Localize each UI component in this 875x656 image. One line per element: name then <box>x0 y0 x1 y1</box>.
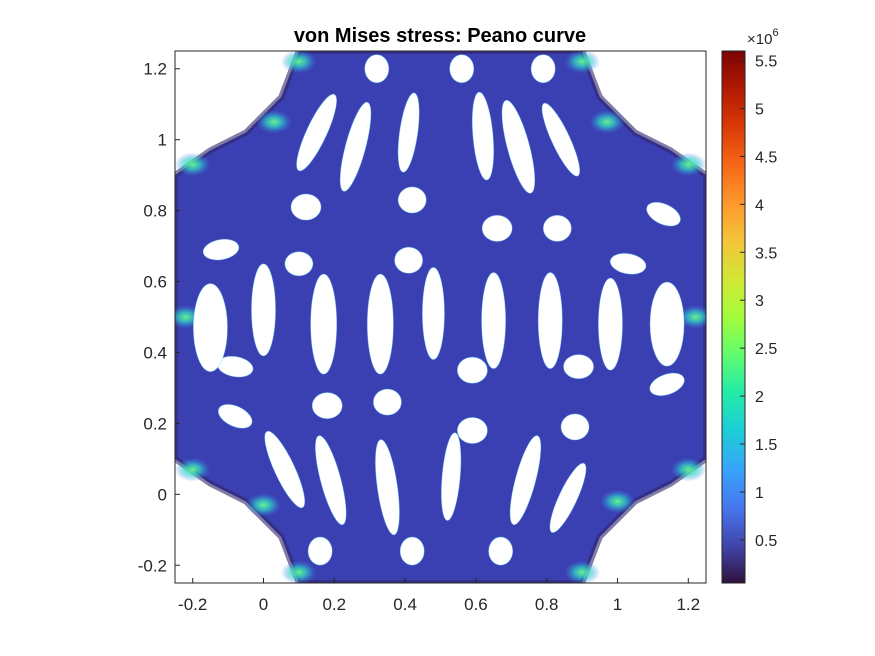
hole <box>311 392 343 420</box>
colorbar-exponent: ×106 <box>747 27 779 48</box>
hole <box>397 92 420 173</box>
x-axis: -0.2 0 0.2 0.4 0.6 0.8 1 1.2 <box>178 578 700 614</box>
y-tick-label: 1.2 <box>143 60 167 79</box>
stress-hotspot <box>670 457 706 482</box>
colorbar-exponent-power: 6 <box>772 27 778 39</box>
hole <box>646 201 681 227</box>
hole <box>649 372 685 397</box>
hole <box>251 263 276 357</box>
y-tick-label: 0.6 <box>143 273 167 292</box>
colorbar-tick-label: 5.5 <box>755 54 777 71</box>
colorbar-tick-label: 1 <box>755 485 764 502</box>
chart-title: von Mises stress: Peano curve <box>294 25 586 47</box>
x-tick-label: 0.2 <box>322 595 346 614</box>
colorbar-exponent-base: ×10 <box>747 31 772 48</box>
hole <box>598 277 623 371</box>
hole <box>397 186 427 214</box>
x-tick-label: 1.2 <box>676 595 700 614</box>
hole <box>375 439 400 536</box>
colorbar-tick-label: 1.5 <box>755 437 777 454</box>
hole <box>563 354 594 380</box>
hole <box>440 432 462 521</box>
hole <box>481 214 513 242</box>
hole <box>217 404 253 429</box>
hole <box>264 430 306 509</box>
hole <box>315 435 347 526</box>
axes-frame <box>174 50 707 584</box>
hole <box>364 54 390 84</box>
colorbar-tick-label: 3.5 <box>755 245 777 262</box>
x-tick-label: 0 <box>259 595 268 614</box>
hole <box>481 272 507 369</box>
hole <box>284 251 314 277</box>
y-tick-label: 0 <box>158 485 167 504</box>
stress-hotspot <box>564 51 601 74</box>
hole <box>290 193 322 221</box>
stress-hotspot <box>256 109 293 134</box>
hole <box>339 101 372 192</box>
colorbar-tick-label: 3 <box>755 293 764 310</box>
colorbar-tick-label: 4 <box>755 197 764 214</box>
hole <box>202 238 240 261</box>
hole <box>471 91 495 181</box>
stress-hotspot <box>175 457 211 482</box>
y-tick-label: 0.2 <box>143 414 167 433</box>
y-axis: -0.2 0 0.2 0.4 0.6 0.8 1 1.2 <box>138 60 180 575</box>
stress-hotspot <box>245 492 282 517</box>
hole <box>399 536 425 566</box>
y-tick-label: 0.8 <box>143 202 167 221</box>
hole <box>542 214 572 242</box>
stress-hotspot <box>280 560 317 583</box>
stress-hotspots <box>175 51 706 583</box>
stress-hotspot <box>564 560 601 583</box>
colorbar-gradient <box>721 50 746 584</box>
y-tick-label: 1 <box>158 131 167 150</box>
hole <box>649 281 685 367</box>
stress-hotspot <box>599 489 636 514</box>
x-tick-label: -0.2 <box>178 595 207 614</box>
hole <box>541 102 581 177</box>
hole <box>509 435 542 526</box>
stress-hotspot <box>280 51 317 74</box>
x-tick-label: 0.4 <box>393 595 417 614</box>
colorbar-tick-label: 0.5 <box>755 533 777 550</box>
stress-hotspot <box>677 305 706 329</box>
hole <box>560 413 590 441</box>
x-tick-label: 1 <box>613 595 622 614</box>
hole <box>296 93 337 172</box>
hole <box>456 417 488 444</box>
colorbar-tick-label: 2.5 <box>755 341 777 358</box>
colorbar-tick-label: 5 <box>755 102 764 119</box>
x-tick-label: 0.8 <box>535 595 559 614</box>
hole <box>307 536 333 566</box>
colorbar-tick-label: 4.5 <box>755 149 777 166</box>
hole <box>422 267 445 360</box>
hole <box>530 54 556 84</box>
y-tick-label: -0.2 <box>138 556 167 575</box>
stress-hotspot <box>175 152 211 177</box>
colorbar-tick-label: 2 <box>755 389 764 406</box>
colorbar-ticks: 0.5 1 1.5 2 2.5 3 3.5 4 4.5 5 5.5 <box>740 54 777 550</box>
hole <box>366 273 394 375</box>
hole <box>394 246 424 274</box>
stress-hotspot <box>670 152 706 177</box>
hole <box>449 54 475 84</box>
y-tick-label: 0.4 <box>143 343 167 362</box>
hole <box>310 273 338 375</box>
structure-holes <box>175 51 706 583</box>
hole <box>488 536 514 566</box>
hole <box>372 388 402 416</box>
hole <box>549 462 587 533</box>
hole <box>192 283 228 373</box>
colorbar: 0.5 1 1.5 2 2.5 3 3.5 4 4.5 5 5.5 ×106 <box>721 27 779 584</box>
x-tick-label: 0.6 <box>464 595 488 614</box>
stress-hotspot <box>588 109 625 134</box>
plot-area <box>175 51 706 583</box>
hole <box>537 272 563 369</box>
hole <box>609 253 647 275</box>
hole <box>501 99 536 194</box>
hole <box>456 356 488 384</box>
